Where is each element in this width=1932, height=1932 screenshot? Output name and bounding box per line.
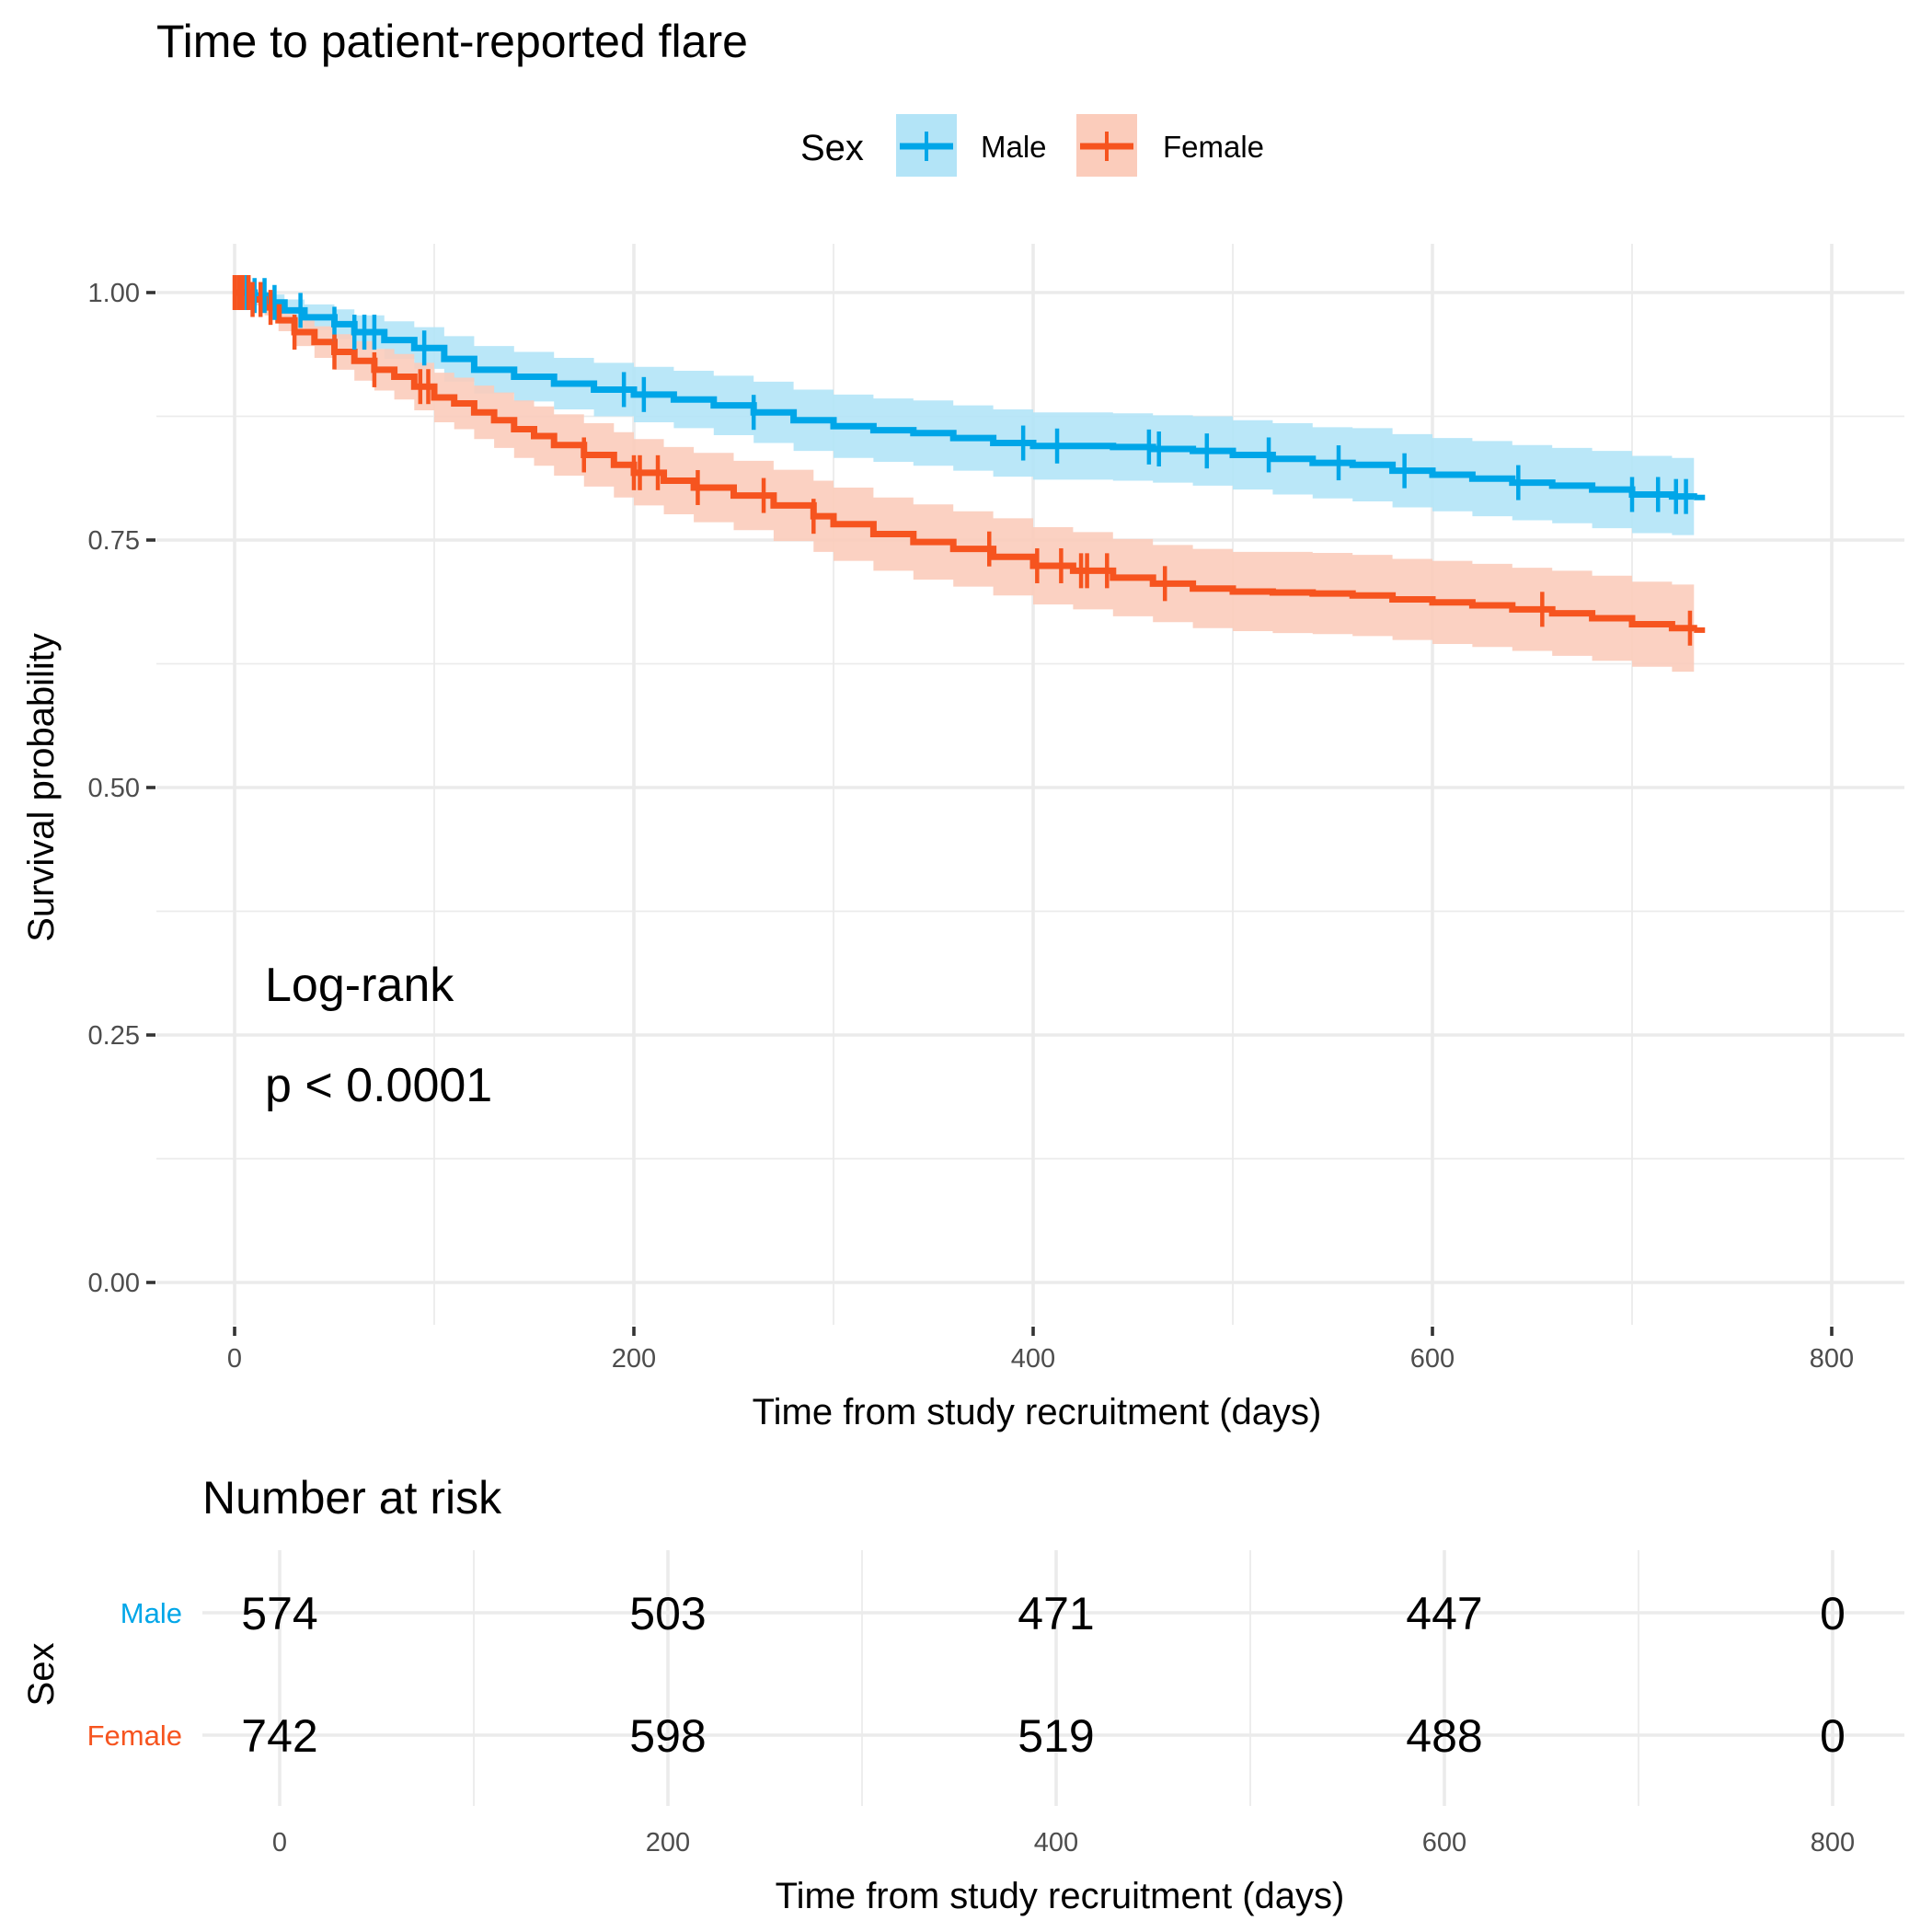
chart-title: Time to patient-reported flare (156, 16, 748, 67)
risk-count-female: 519 (1018, 1710, 1094, 1762)
risk-table-rows: Male 574 503 471 447 0 Female 742 598 519 488 0 (87, 1588, 1846, 1762)
risk-count-male: 0 (1820, 1588, 1846, 1639)
x-axis-title: Time from study recruitment (days) (753, 1392, 1322, 1432)
logrank-label: Log-rank (265, 959, 454, 1012)
y-axis: 0.00 0.25 0.50 0.75 1.00 (88, 279, 155, 1298)
risk-x-tick-label: 0 (272, 1828, 287, 1857)
risk-count-male: 503 (629, 1588, 706, 1639)
risk-count-female: 0 (1820, 1710, 1846, 1762)
risk-count-male: 471 (1018, 1588, 1094, 1639)
risk-count-female: 742 (241, 1710, 317, 1762)
x-axis: 0 200 400 600 800 (227, 1327, 1854, 1374)
p-value-label: p < 0.0001 (265, 1059, 492, 1112)
risk-count-female: 598 (629, 1710, 706, 1762)
y-tick-label: 0.00 (88, 1269, 140, 1298)
legend-entry-female: Female (1076, 114, 1264, 177)
x-tick-label: 200 (612, 1344, 656, 1374)
survival-curve-male (235, 289, 1697, 500)
legend-entry-male: Male (896, 114, 1047, 177)
risk-table-x-title: Time from study recruitment (days) (776, 1876, 1345, 1916)
risk-x-tick-label: 600 (1422, 1828, 1466, 1857)
ci-ribbon-male (235, 293, 1695, 536)
confidence-ribbons (235, 293, 1695, 674)
risk-x-tick-label: 400 (1034, 1828, 1078, 1857)
risk-x-tick-label: 200 (646, 1828, 690, 1857)
risk-row-label-male: Male (121, 1597, 182, 1629)
x-tick-label: 600 (1410, 1344, 1455, 1374)
risk-table-grid (202, 1550, 1904, 1806)
risk-table-title: Number at risk (202, 1472, 502, 1524)
legend: Sex Male Female (800, 114, 1264, 177)
legend-title: Sex (800, 128, 864, 168)
legend-label-female: Female (1163, 130, 1264, 164)
censor-marks (232, 275, 1693, 646)
risk-count-female: 488 (1406, 1710, 1482, 1762)
y-axis-title: Survival probability (21, 633, 62, 942)
y-tick-label: 0.50 (88, 774, 140, 803)
risk-count-male: 447 (1406, 1588, 1482, 1639)
y-tick-label: 0.25 (88, 1021, 140, 1051)
x-tick-label: 400 (1011, 1344, 1055, 1374)
y-tick-label: 0.75 (88, 526, 140, 556)
ci-ribbon-female (235, 293, 1695, 674)
risk-row-label-female: Female (87, 1719, 182, 1752)
x-tick-label: 0 (227, 1344, 242, 1374)
risk-count-male: 574 (241, 1588, 317, 1639)
y-tick-label: 1.00 (88, 279, 140, 308)
risk-x-tick-label: 800 (1811, 1828, 1855, 1857)
x-tick-label: 800 (1810, 1344, 1854, 1374)
legend-label-male: Male (981, 130, 1047, 164)
risk-table-y-title: Sex (21, 1643, 62, 1707)
risk-table-x-axis: 0 200 400 600 800 (272, 1828, 1855, 1857)
